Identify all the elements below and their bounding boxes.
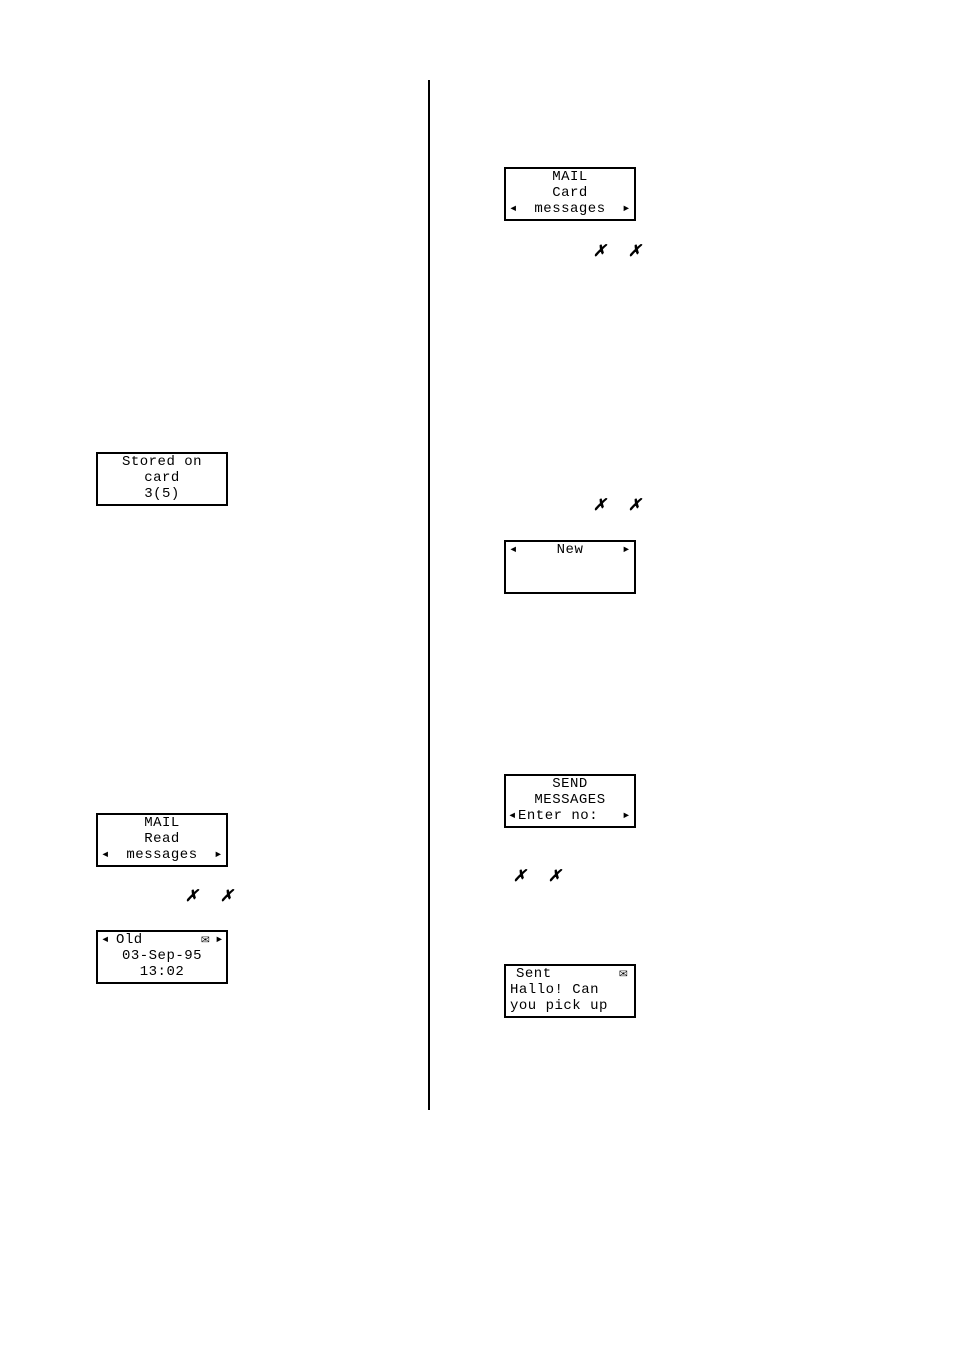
right-arrow-icon: ▸ bbox=[622, 542, 631, 558]
right-arrow-icon: ▸ bbox=[215, 932, 224, 948]
stored-line1: Stored on bbox=[122, 454, 202, 470]
stored-line3: 3(5) bbox=[144, 486, 180, 502]
right-arrow-icon: ▸ bbox=[622, 201, 631, 217]
screen-stored-on-card: Stored on card 3(5) bbox=[96, 452, 228, 506]
send-line2: MESSAGES bbox=[534, 792, 605, 808]
left-arrow-icon: ◂ bbox=[509, 542, 518, 558]
left-arrow-icon: ◂ bbox=[508, 808, 517, 824]
envelope-icon: ✉ bbox=[619, 966, 628, 982]
left-arrow-icon: ◂ bbox=[101, 932, 110, 948]
envelope-icon: ✉ bbox=[201, 932, 210, 948]
sent-line1: Sent bbox=[516, 966, 552, 982]
nav-arrows-icon: ✗ ✗ bbox=[593, 241, 647, 261]
sent-line2: Hallo! Can bbox=[510, 982, 599, 998]
new-label: New bbox=[557, 542, 584, 558]
mail-card-line1: MAIL bbox=[552, 169, 588, 185]
old-date: 03-Sep-95 bbox=[122, 948, 202, 964]
left-arrow-icon: ◂ bbox=[101, 847, 110, 863]
nav-arrows-icon: ✗ ✗ bbox=[593, 495, 647, 515]
mail-read-line3: messages bbox=[126, 847, 197, 863]
screen-old-message: ◂ Old ✉ ▸ 03-Sep-95 13:02 bbox=[96, 930, 228, 984]
old-time: 13:02 bbox=[140, 964, 185, 980]
send-line3: Enter no: bbox=[518, 808, 598, 824]
mail-card-line3: messages bbox=[534, 201, 605, 217]
screen-new: ◂ New ▸ bbox=[504, 540, 636, 594]
page-divider bbox=[428, 80, 430, 1110]
right-arrow-icon: ▸ bbox=[622, 808, 631, 824]
stored-line2: card bbox=[144, 470, 180, 486]
right-arrow-icon: ▸ bbox=[214, 847, 223, 863]
mail-card-line2: Card bbox=[552, 185, 588, 201]
sent-line3: you pick up bbox=[510, 998, 608, 1014]
send-line1: SEND bbox=[552, 776, 588, 792]
mail-read-line1: MAIL bbox=[144, 815, 180, 831]
left-arrow-icon: ◂ bbox=[509, 201, 518, 217]
nav-arrows-icon: ✗ ✗ bbox=[513, 866, 567, 886]
nav-arrows-icon: ✗ ✗ bbox=[185, 886, 239, 906]
mail-read-line2: Read bbox=[144, 831, 180, 847]
screen-mail-read: MAIL Read ◂ messages ▸ bbox=[96, 813, 228, 867]
screen-mail-card: MAIL Card ◂ messages ▸ bbox=[504, 167, 636, 221]
screen-sent-message: Sent ✉ Hallo! Can you pick up bbox=[504, 964, 636, 1018]
screen-send-messages: SEND MESSAGES ◂ Enter no: ▸ bbox=[504, 774, 636, 828]
old-label: Old bbox=[116, 932, 143, 948]
